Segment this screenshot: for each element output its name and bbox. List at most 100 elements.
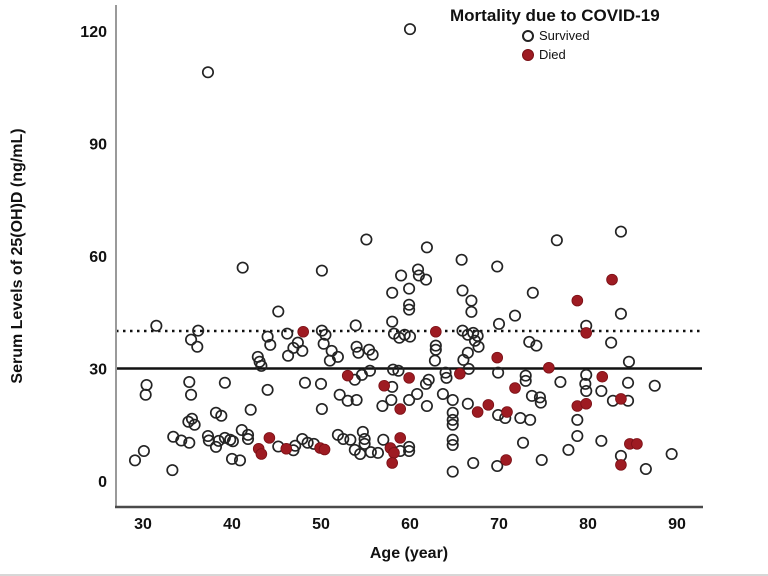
data-point-survived <box>314 377 328 390</box>
data-point-survived <box>333 388 346 401</box>
data-point-survived <box>605 336 618 349</box>
legend-title: Mortality due to COVID-19 <box>450 6 660 25</box>
data-point-survived <box>461 397 474 410</box>
data-point-survived <box>465 305 478 318</box>
data-point-died <box>403 372 415 384</box>
legend-item-died: Died <box>522 45 700 64</box>
data-point-survived <box>261 383 274 396</box>
data-point-survived <box>218 376 231 389</box>
data-point-survived <box>175 434 188 447</box>
y-axis-tick-labels: 0 30 60 90 120 <box>80 24 107 491</box>
data-point-died <box>318 443 331 456</box>
data-point-survived <box>403 330 417 343</box>
data-point-survived <box>385 393 398 407</box>
data-point-survived <box>323 354 336 367</box>
data-point-survived <box>201 429 215 443</box>
survived-points <box>128 23 678 478</box>
data-point-survived <box>139 388 152 401</box>
data-point-survived <box>282 349 295 362</box>
data-point-died <box>388 447 400 459</box>
data-point-survived <box>137 444 150 458</box>
data-point-died <box>386 457 399 469</box>
data-point-survived <box>595 434 608 447</box>
data-point-survived <box>524 413 537 426</box>
data-point-survived <box>350 393 363 407</box>
data-point-survived <box>301 436 314 449</box>
data-point-survived <box>392 364 405 377</box>
y-tick-label: 0 <box>98 474 107 491</box>
data-point-survived <box>554 375 567 389</box>
x-tick-label: 70 <box>490 516 508 533</box>
data-point-survived <box>429 339 442 352</box>
data-point-survived <box>364 446 377 459</box>
data-point-died <box>341 369 354 382</box>
data-point-survived <box>465 294 478 307</box>
data-point-survived <box>614 225 627 238</box>
data-point-survived <box>562 443 575 456</box>
legend-label-died: Died <box>539 47 566 62</box>
data-point-survived <box>350 340 363 353</box>
data-point-survived <box>356 425 369 438</box>
data-point-survived <box>614 307 627 320</box>
data-point-survived <box>468 334 482 347</box>
data-point-died <box>631 438 643 450</box>
x-tick-label: 80 <box>579 516 597 533</box>
data-point-survived <box>241 432 255 446</box>
data-point-survived <box>420 241 433 254</box>
data-point-survived <box>457 353 470 366</box>
died-points <box>252 273 643 471</box>
data-point-survived <box>386 315 399 328</box>
data-point-survived <box>571 429 584 443</box>
data-point-survived <box>439 366 452 379</box>
data-point-survived <box>403 282 416 295</box>
data-point-survived <box>492 317 506 330</box>
data-point-survived <box>244 403 257 416</box>
data-point-survived <box>550 234 563 247</box>
data-point-survived <box>344 433 357 446</box>
data-point-died <box>454 367 466 380</box>
data-point-survived <box>226 435 239 448</box>
y-tick-label: 60 <box>89 249 107 266</box>
x-axis-tick-labels: 30 40 50 60 70 80 90 <box>134 516 686 533</box>
data-point-survived <box>341 394 354 407</box>
data-point-survived <box>422 373 435 386</box>
data-point-survived <box>398 328 411 341</box>
data-point-survived <box>319 328 332 341</box>
data-point-survived <box>358 432 371 446</box>
data-point-survived <box>446 433 459 446</box>
data-point-survived <box>621 376 635 389</box>
data-point-survived <box>456 284 469 297</box>
data-point-survived <box>403 303 416 316</box>
reference-lines <box>116 329 702 370</box>
data-point-survived <box>514 411 527 425</box>
data-point-survived <box>315 402 328 416</box>
data-point-survived <box>209 440 223 453</box>
data-point-survived <box>358 437 371 450</box>
data-point-survived <box>183 375 196 389</box>
data-point-died <box>615 459 627 471</box>
data-point-survived <box>337 432 350 446</box>
data-point-died <box>509 382 521 394</box>
data-point-survived <box>580 384 593 398</box>
data-point-survived <box>128 454 142 467</box>
data-point-survived <box>352 346 365 359</box>
data-point-survived <box>255 359 268 372</box>
y-axis-title: Serum Levels of 25(OH)D (ng/mL) <box>9 128 26 383</box>
data-point-survived <box>508 309 522 322</box>
data-point-survived <box>446 413 459 426</box>
data-point-survived <box>519 374 532 387</box>
data-point-survived <box>215 409 228 422</box>
data-point-survived <box>182 415 195 428</box>
data-point-survived <box>579 377 592 390</box>
data-point-died <box>580 397 593 410</box>
data-point-survived <box>298 376 312 389</box>
data-point-survived <box>403 444 416 458</box>
survived-marker-icon <box>522 29 534 42</box>
y-tick-label: 90 <box>89 137 107 154</box>
data-point-survived <box>472 340 485 353</box>
data-point-survived <box>387 363 400 376</box>
data-point-survived <box>355 368 368 381</box>
data-point-survived <box>446 393 459 407</box>
data-point-died <box>430 325 442 338</box>
